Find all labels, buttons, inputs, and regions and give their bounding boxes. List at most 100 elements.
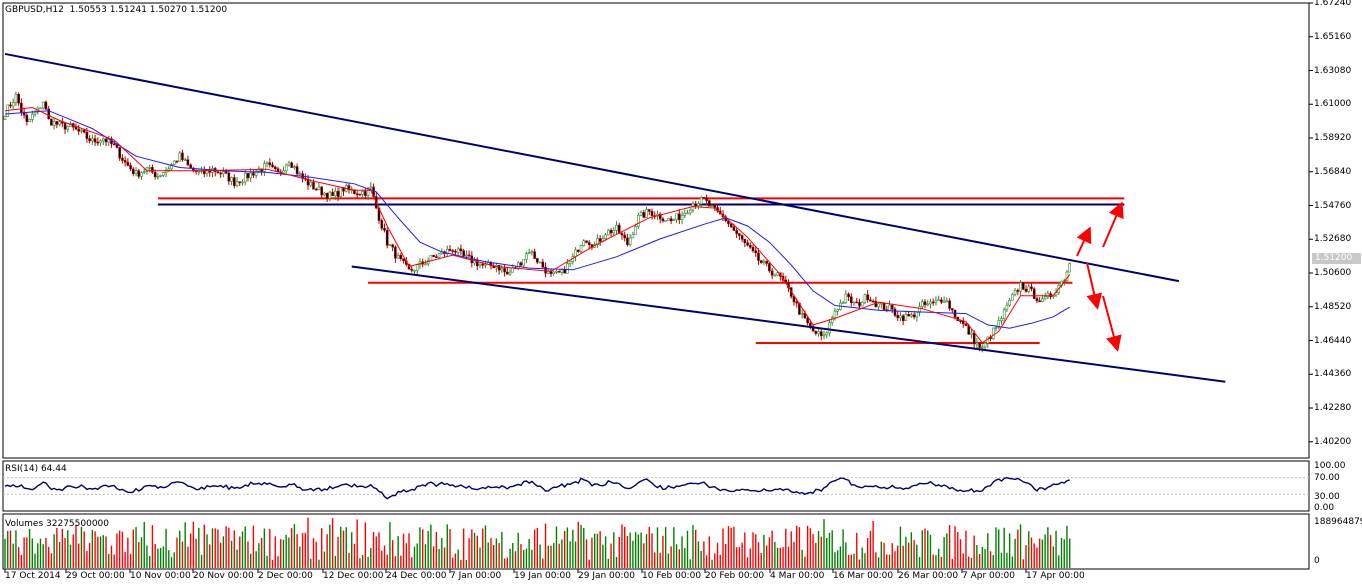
candle-body (142, 171, 146, 173)
candle-body (353, 189, 356, 195)
candle-body (710, 205, 714, 207)
candle-body (552, 271, 556, 274)
candle-body (30, 113, 34, 120)
candle-body (82, 129, 86, 133)
candle-body (612, 230, 616, 234)
candle-body (863, 294, 867, 303)
candle-body (920, 301, 924, 307)
candle-body (99, 140, 102, 144)
candle-body (309, 181, 313, 186)
candle-body (129, 165, 132, 170)
x-tick-label: 20 Feb 00:00 (705, 571, 765, 581)
candle-body (500, 268, 504, 271)
candle-body (1049, 293, 1052, 298)
candle-body (776, 272, 779, 276)
y-tick-label: 1.65160 (1314, 31, 1352, 42)
projection-arrow (1086, 262, 1103, 310)
candle-body (295, 166, 299, 175)
candle-body (1008, 300, 1011, 306)
x-tick-label: 7 Jan 00:00 (450, 571, 502, 581)
candle-body (252, 172, 255, 176)
candle-body (743, 238, 747, 244)
y-tick-label: 1.56840 (1314, 166, 1352, 177)
candle-body (178, 152, 182, 162)
candle-body (899, 315, 902, 319)
candle-body (503, 268, 506, 273)
candle-body (462, 250, 465, 257)
candle-body (975, 342, 979, 345)
candle-body (874, 301, 878, 308)
candle-body (484, 264, 487, 266)
candle-body (757, 252, 760, 261)
candle-body (809, 322, 812, 327)
candle-body (803, 313, 807, 319)
candle-body (126, 161, 130, 166)
candle-body (475, 260, 479, 267)
candle-body (506, 271, 509, 275)
candle-body (699, 197, 703, 205)
candle-body (817, 331, 820, 334)
candle-body (1005, 304, 1009, 311)
candle-body (334, 190, 337, 196)
candle-body (959, 320, 962, 322)
candle-body (164, 169, 168, 173)
candle-body (759, 260, 763, 263)
candle-body (1041, 298, 1044, 303)
candle-body (945, 300, 949, 303)
candle-body (574, 249, 577, 257)
candle-body (568, 260, 572, 264)
candle-body (123, 160, 127, 163)
y-tick-label: 1.67240 (1314, 0, 1352, 8)
candle-body (290, 162, 293, 168)
candle-body (882, 302, 886, 311)
candle-body (28, 119, 31, 122)
y-tick-label: 1.46440 (1314, 335, 1352, 346)
candle-body (1011, 294, 1014, 301)
candle-body (364, 191, 367, 196)
candle-body (445, 248, 449, 254)
candle-body (607, 229, 610, 236)
candle-body (383, 228, 386, 231)
x-tick-label: 16 Mar 00:00 (833, 571, 894, 581)
candle-body (63, 122, 67, 130)
candle-body (448, 248, 452, 251)
candle-body (156, 176, 160, 178)
candle-body (522, 258, 526, 266)
candle-body (47, 108, 50, 120)
candle-body (361, 191, 364, 195)
candle-body (901, 315, 905, 322)
candle-body (1027, 286, 1031, 292)
candle-body (634, 226, 637, 235)
candle-body (732, 226, 736, 231)
candle-body (388, 244, 392, 247)
candle-body (740, 235, 744, 240)
candle-body (1013, 290, 1017, 295)
x-tick-label: 19 Jan 00:00 (514, 571, 571, 581)
candle-body (325, 192, 329, 199)
candle-body (41, 101, 45, 109)
candle-body (623, 234, 627, 239)
volume-pane-frame (2, 513, 1310, 570)
candle-body (402, 258, 405, 262)
candle-body (74, 126, 78, 130)
candle-body (828, 322, 831, 334)
moving-average-fast (4, 106, 1071, 344)
candle-body (320, 186, 323, 196)
candle-body (1016, 290, 1020, 292)
candle-body (852, 301, 856, 304)
y-tick-label: 1.40200 (1314, 436, 1352, 447)
candle-body (929, 301, 932, 305)
candle-body (858, 302, 861, 307)
candle-body (907, 313, 910, 317)
symbol-header: GBPUSD,H12 1.50553 1.51241 1.50270 1.512… (5, 5, 227, 15)
candle-body (85, 131, 89, 139)
candle-body (9, 104, 12, 107)
candle-body (88, 138, 91, 142)
candle-body (153, 171, 157, 178)
candle-body (849, 296, 853, 304)
candle-body (159, 175, 162, 177)
candle-body (254, 170, 258, 176)
y-tick-label: 1.63080 (1314, 65, 1352, 76)
candle-body (912, 314, 916, 318)
candle-body (683, 212, 687, 216)
